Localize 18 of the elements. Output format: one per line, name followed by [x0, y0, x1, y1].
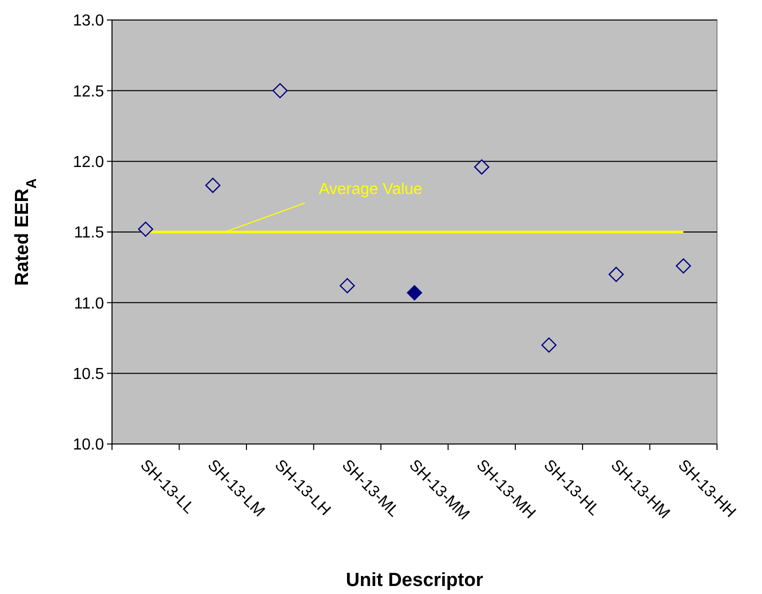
annotation: Average Value: [318, 181, 422, 198]
y-tick-label: 11.0: [74, 295, 104, 312]
point: [406, 285, 422, 300]
x-axis-title: Unit Descriptor: [346, 570, 484, 591]
y-tick-label: 11.5: [74, 224, 104, 242]
point: [138, 222, 154, 237]
point: [608, 266, 624, 282]
point: [474, 159, 490, 175]
y-tick-label: 13.0: [72, 12, 104, 30]
point: [205, 178, 220, 193]
y-tick-label: 12.0: [72, 154, 104, 171]
point: [272, 83, 288, 98]
y-tick-label: 12.5: [72, 83, 104, 100]
y-tick-label: 10.0: [72, 436, 104, 454]
point: [340, 278, 355, 294]
point: [541, 337, 557, 353]
point: [676, 258, 691, 274]
y-tick-label: 10.5: [72, 366, 104, 383]
